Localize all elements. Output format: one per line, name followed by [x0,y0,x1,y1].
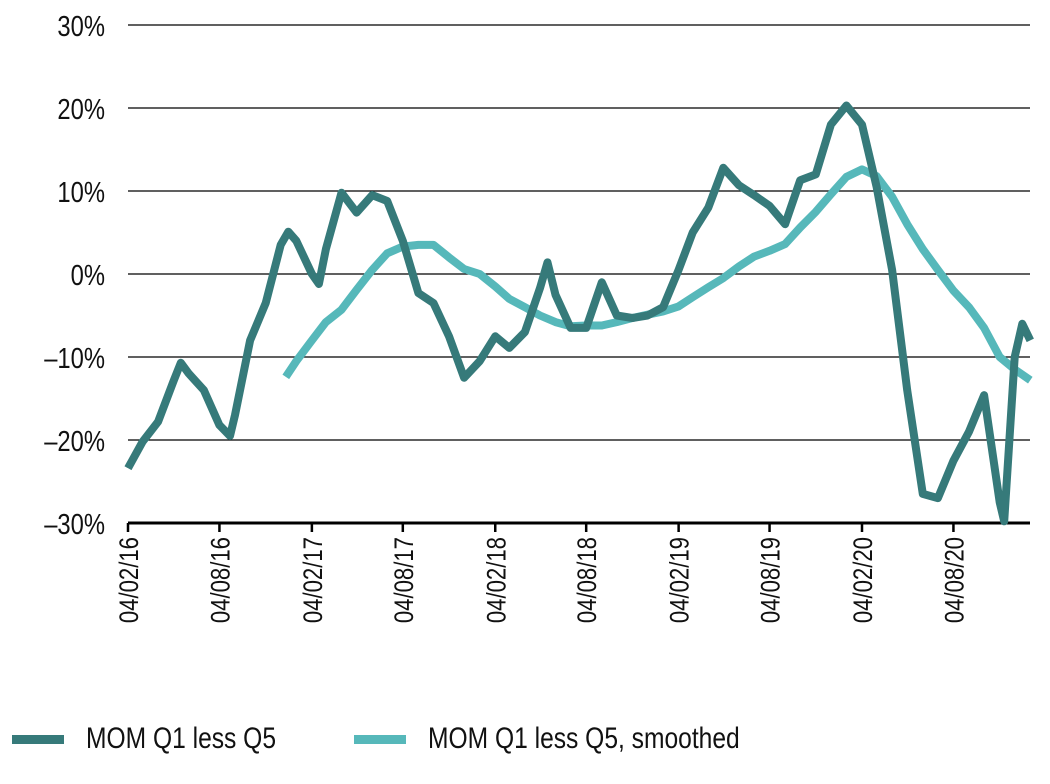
y-tick-label: –30% [44,508,105,541]
x-tick-label: 04/08/17 [390,537,420,623]
x-tick-label: 04/08/18 [573,537,603,623]
legend-swatch-raw [12,734,64,744]
legend-item-raw: MOM Q1 less Q5 [12,722,278,756]
x-tick-label: 04/08/19 [757,537,787,623]
line-chart: 30% 20% 10% 0% –10% –20% –30% 04/02/16 04/08/16 0… [44,10,1034,623]
x-tick-label: 04/02/17 [299,537,329,623]
legend-label-smoothed: MOM Q1 less Q5, smoothed [427,722,740,755]
y-tick-label: 0% [71,259,105,292]
y-tick-label: –10% [44,342,105,375]
legend-label-raw: MOM Q1 less Q5 [86,722,277,755]
legend: MOM Q1 less Q5 MOM Q1 less Q5, smoothed [12,722,804,756]
y-tick-label: 30% [57,10,105,43]
x-tick-label: 04/08/16 [206,537,236,623]
y-tick-label: –20% [44,425,105,458]
x-tick-label: 04/02/16 [115,537,145,623]
series-line-raw [124,101,1034,526]
x-tick-label: 04/08/20 [940,537,970,623]
x-tick-label: 04/02/20 [849,537,879,623]
legend-item-smoothed: MOM Q1 less Q5, smoothed [353,722,768,756]
x-tick-label: 04/02/19 [666,537,696,623]
y-tick-label: 20% [57,93,105,126]
y-tick-label: 10% [57,176,105,209]
x-tick-label: 04/02/18 [482,537,512,623]
legend-swatch-smoothed [353,734,406,744]
series-line-smoothed [282,165,1033,384]
